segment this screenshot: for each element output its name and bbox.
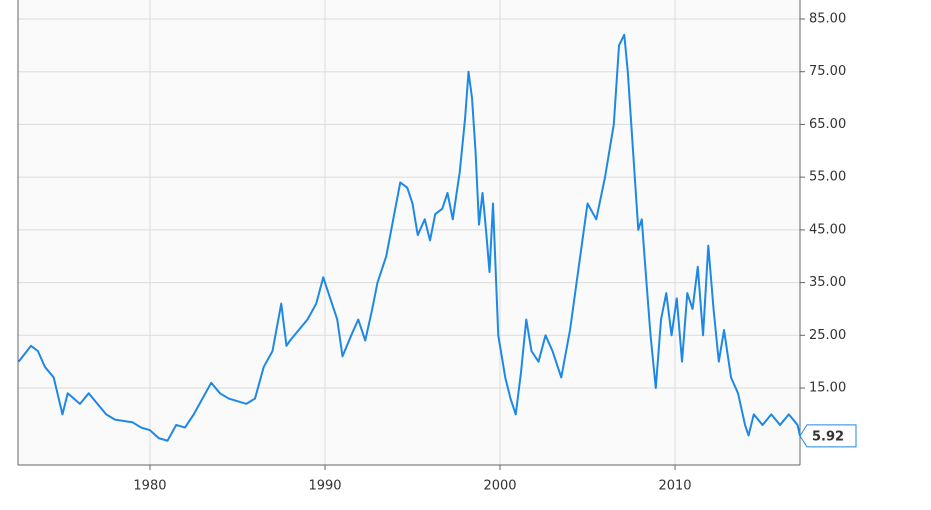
y-tick-label: 25.00 (809, 328, 846, 343)
y-tick-label: 45.00 (809, 222, 846, 237)
x-tick-label: 1990 (308, 479, 341, 494)
plot-background (18, 0, 800, 465)
y-tick-label: 85.00 (809, 11, 846, 26)
y-tick-label: 15.00 (809, 381, 846, 396)
x-tick-label: 1980 (133, 479, 166, 494)
y-tick-label: 55.00 (809, 170, 846, 185)
y-tick-label: 35.00 (809, 275, 846, 290)
y-tick-label: 65.00 (809, 117, 846, 132)
last-value-label: 5.92 (812, 429, 844, 444)
data-line (17, 33, 801, 442)
last-value-box (799, 424, 857, 448)
x-tick-label: 2010 (658, 479, 691, 494)
x-tick-label: 2000 (483, 479, 516, 494)
y-tick-label: 75.00 (809, 64, 846, 79)
